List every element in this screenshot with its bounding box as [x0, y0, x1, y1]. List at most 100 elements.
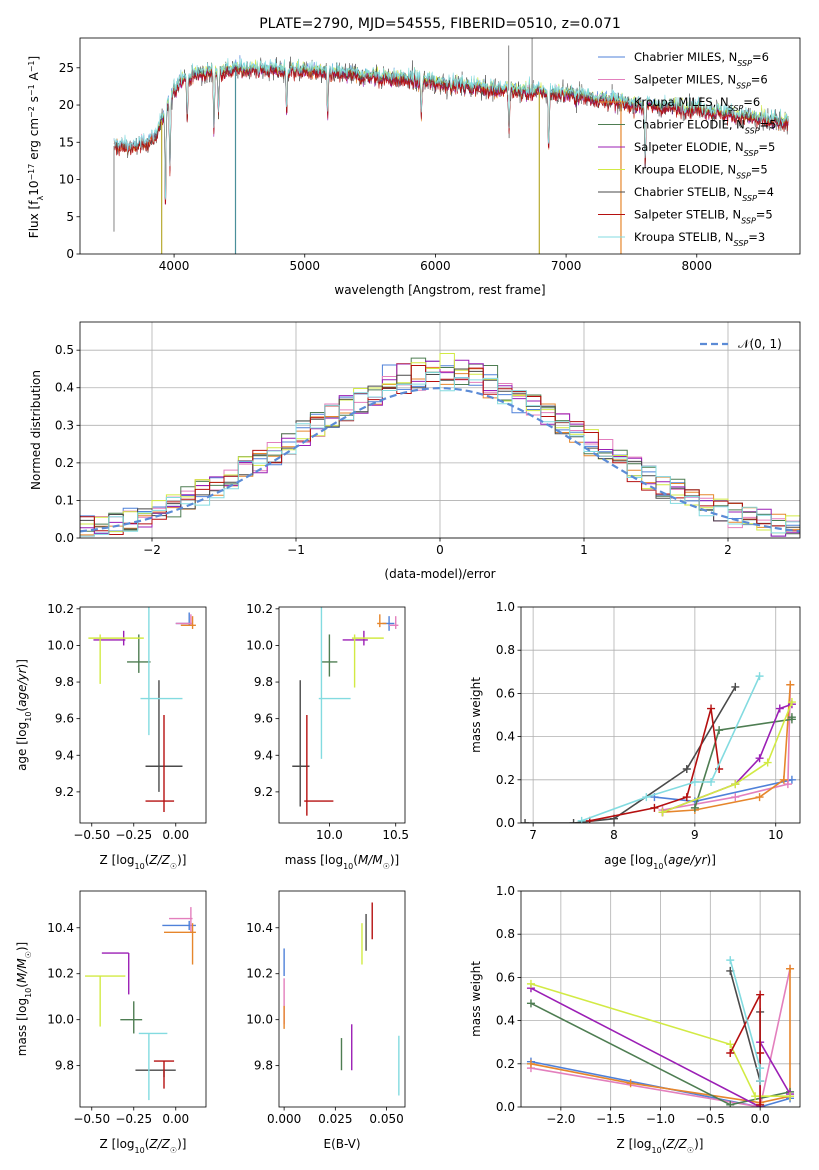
y-tick-label: 25 — [59, 61, 74, 75]
label-part: −2 — [27, 106, 36, 118]
legend-text: Kroupa MILES, N — [634, 95, 729, 109]
y-axis-label: mass [log10(M/M☉)] — [15, 942, 33, 1057]
weight-line — [530, 968, 791, 1107]
label-part: )] — [694, 1137, 703, 1151]
weight-marker — [726, 1040, 735, 1049]
legend-text: =6 — [743, 95, 760, 109]
x-tick-label: −1.5 — [596, 1112, 625, 1126]
x-tick-label: 6000 — [420, 259, 451, 273]
legend-text: =6 — [752, 50, 769, 64]
legend-text: Chabrier ELODIE, N — [634, 118, 745, 132]
label-part: )] — [15, 942, 29, 951]
weight-marker — [756, 1064, 765, 1073]
label-part: ] — [27, 56, 41, 61]
x-axis-label: age [log10(age/yr)] — [604, 853, 716, 871]
weight-marker — [715, 726, 724, 735]
weight-marker — [756, 990, 765, 999]
errorbar-point — [304, 715, 334, 816]
weight-line — [662, 701, 793, 813]
panel-residuals: −2 −1 0 1 2 0.0 0.1 0.2 0.3 0.4 0.5 — [55, 321, 801, 557]
legend-sub: SSP — [744, 149, 759, 158]
weight-marker — [786, 1092, 795, 1101]
x-tick-label: −1.0 — [646, 1112, 675, 1126]
y-tick-label: 0.0 — [496, 816, 515, 830]
y-tick-label: 1.0 — [496, 884, 515, 898]
weight-marker — [751, 1092, 760, 1101]
weight-line — [654, 779, 793, 803]
plot-area — [88, 607, 196, 813]
weight-marker — [731, 793, 740, 802]
weight-marker — [707, 777, 716, 786]
y-axis-label: mass weight — [469, 961, 483, 1037]
legend-text: Salpeter ELODIE, N — [634, 140, 744, 154]
legend-entry: Kroupa MILES, NSSP=6 — [634, 95, 760, 113]
x-tick-label: 0.00 — [162, 828, 189, 842]
panel-mass_vs_Z: −0.50 −0.25 0.00 9.8 10.0 10.2 10.4 — [47, 890, 207, 1126]
legend-text: Chabrier STELIB, N — [634, 185, 742, 199]
plot-area — [113, 38, 789, 254]
x-axis-label: Z [log10(Z/Z☉)] — [617, 1137, 704, 1155]
label-part: 10 — [27, 181, 41, 196]
label-part: ( — [663, 853, 668, 867]
x-axis-label: Z [log10(Z/Z☉)] — [100, 1137, 187, 1155]
panel-age_vs_Z: −0.50 −0.25 0.00 9.2 9.4 9.6 9.8 10.0 10.2 — [47, 602, 207, 842]
x-tick-label: 4000 — [159, 259, 190, 273]
weight-marker — [755, 754, 764, 763]
histogram-step — [80, 372, 800, 537]
legend-sub: SSP — [736, 81, 751, 90]
label-part: )] — [15, 659, 29, 668]
weight-marker — [755, 793, 764, 802]
label-part: )] — [707, 853, 716, 867]
label-part: ☉ — [24, 951, 33, 958]
y-tick-label: 10.2 — [47, 602, 74, 616]
label-part: age [log — [15, 722, 29, 771]
y-tick-label: 9.8 — [254, 1059, 273, 1073]
weight-marker — [731, 780, 740, 789]
y-axis-label: age [log10(age/yr)] — [15, 659, 33, 771]
errorbar-point — [180, 616, 196, 629]
legend-entry: Chabrier ELODIE, NSSP=5 — [634, 118, 776, 136]
y-tick-label: 0.2 — [55, 456, 74, 470]
axes-frame — [520, 606, 801, 824]
label-part: s — [27, 96, 41, 106]
weight-marker — [521, 819, 530, 823]
label-part: age/yr — [668, 853, 707, 867]
y-tick-label: 9.8 — [55, 1059, 74, 1073]
x-tick-label: 10 — [768, 828, 783, 842]
label-part: 10 — [24, 712, 33, 722]
weight-marker — [786, 680, 795, 689]
legend-sub: SSP — [745, 126, 760, 135]
weight-marker — [756, 1049, 765, 1057]
x-tick-label: −0.5 — [696, 1112, 725, 1126]
weight-marker — [779, 775, 788, 784]
spectrum-line — [113, 58, 789, 200]
panel-spectrum: 4000 5000 6000 7000 8000 0 5 10 15 20 25 — [59, 37, 801, 273]
label-part: age/yr — [15, 667, 29, 706]
y-tick-label: 9.4 — [55, 748, 74, 762]
label-part: M/M — [15, 958, 29, 983]
weight-marker — [526, 979, 535, 988]
x-tick-label: 8 — [610, 828, 618, 842]
weight-marker — [786, 964, 795, 973]
x-tick-label: −1 — [287, 543, 305, 557]
y-tick-label: 10.0 — [246, 638, 273, 652]
errorbar-point — [164, 923, 196, 965]
x-tick-label: 7000 — [551, 259, 582, 273]
weight-marker — [690, 777, 699, 786]
label-part: 10 — [135, 1146, 145, 1155]
x-axis-label: E(B-V) — [323, 1137, 360, 1151]
x-tick-label: 0 — [436, 543, 444, 557]
label-part: λ — [36, 196, 45, 201]
y-tick-label: 10.0 — [47, 1013, 74, 1027]
panel-age_vs_mass: 10.0 10.5 9.2 9.4 9.6 9.8 10.0 10.2 — [246, 602, 409, 842]
label-part: ☉ — [170, 862, 177, 871]
label-part: ☉ — [170, 1146, 177, 1155]
legend-text: Chabrier MILES, N — [634, 50, 737, 64]
legend-text: =3 — [748, 230, 765, 244]
label-part: ☉ — [687, 1146, 694, 1155]
weight-marker — [569, 819, 578, 823]
axes-frame — [79, 37, 801, 255]
y-axis-label: Normed distribution — [29, 370, 43, 490]
label-part: mass [log — [15, 998, 29, 1056]
weight-marker — [707, 704, 716, 713]
